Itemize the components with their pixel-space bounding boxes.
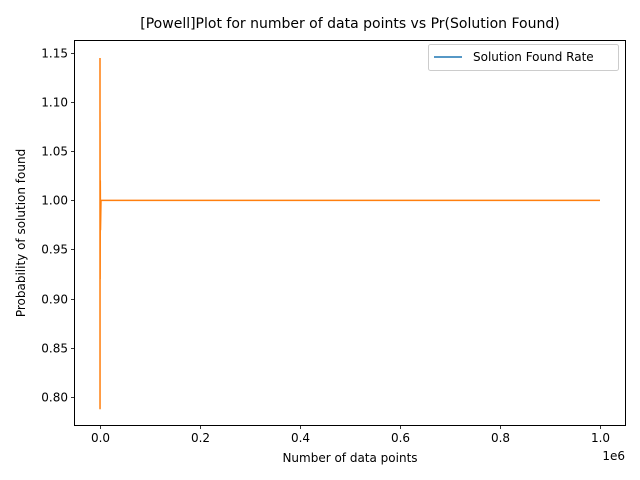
x-axis-label: Number of data points (282, 451, 417, 465)
series-layer (99, 57, 600, 410)
y-tick-label: 1.00 (41, 194, 68, 208)
x-axis-offset-label: 1e6 (602, 449, 625, 463)
x-tick-label: 0.8 (491, 431, 510, 445)
y-tick-label: 1.05 (41, 145, 68, 159)
y-axis: 0.80 0.85 0.90 0.95 1.00 1.05 1.10 1.15 (41, 47, 75, 405)
series-line-1 (99, 57, 600, 410)
legend-box (428, 44, 619, 71)
y-tick-label: 1.10 (41, 96, 68, 110)
x-tick-label: 0.6 (391, 431, 410, 445)
x-tick-label: 0.4 (291, 431, 310, 445)
y-tick-label: 1.15 (41, 47, 68, 61)
x-tick-label: 0.0 (91, 431, 110, 445)
y-tick-label: 0.85 (41, 342, 68, 356)
x-tick-label: 1.0 (591, 431, 610, 445)
chart-title: [Powell]Plot for number of data points v… (140, 16, 559, 32)
legend-label: Solution Found Rate (473, 50, 594, 64)
plot-area-frame (74, 40, 626, 426)
y-tick-label: 0.95 (41, 243, 68, 257)
y-axis-label: Probability of solution found (14, 149, 28, 317)
y-tick-label: 0.90 (41, 293, 68, 307)
x-tick-label: 0.2 (191, 431, 210, 445)
x-axis: 0.0 0.2 0.4 0.6 0.8 1.0 (91, 425, 610, 445)
legend: Solution Found Rate (428, 44, 619, 71)
y-tick-label: 0.80 (41, 391, 68, 405)
